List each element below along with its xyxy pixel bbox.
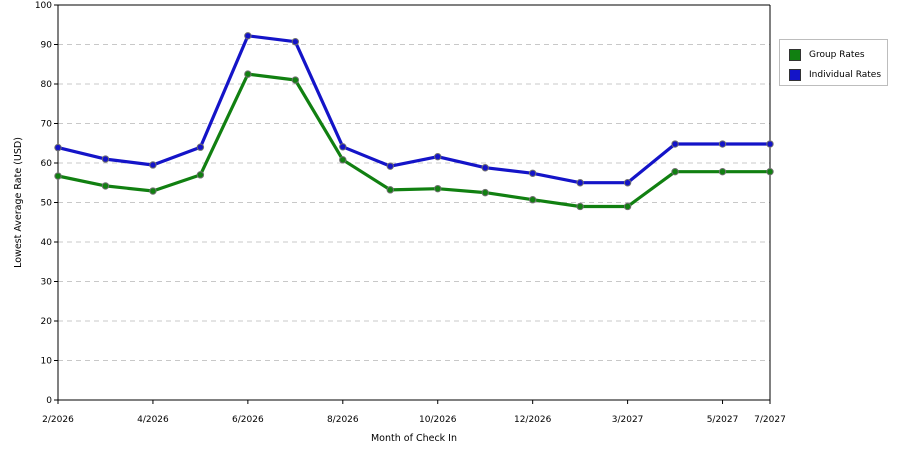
series-0-point-14: [718, 167, 727, 176]
legend-item-group-rates: Group Rates: [789, 48, 865, 62]
series-1-point-15: [766, 140, 774, 148]
series-1-point-11: [576, 179, 584, 187]
series-0-point-2: [149, 187, 157, 195]
y-tick-label-40: 40: [41, 238, 53, 248]
y-tick-label-20: 20: [41, 317, 53, 327]
series-0-point-11: [576, 202, 584, 211]
series-0-point-10: [528, 196, 537, 204]
series-1: [54, 32, 774, 187]
series-1-point-4: [244, 32, 252, 40]
x-tick-label-4: 10/2026: [419, 415, 457, 425]
y-tick-label-50: 50: [41, 199, 53, 209]
series-1-point-1: [101, 155, 110, 163]
y-tick-label-60: 60: [41, 159, 53, 169]
y-axis-title: Lowest Average Rate (USD): [13, 137, 24, 268]
series-1-point-5: [291, 38, 300, 46]
series-0-point-8: [434, 184, 442, 193]
y-tick-label-0: 0: [46, 396, 52, 406]
series-0-point-12: [623, 202, 632, 211]
legend-item-individual-rates: Individual Rates: [789, 68, 881, 82]
x-tick-label-8: 7/2027: [754, 415, 786, 425]
series-1-point-3: [196, 143, 205, 151]
x-axis-title: Month of Check In: [371, 433, 457, 444]
y-tick-label-90: 90: [41, 41, 53, 51]
legend-label-group-rates: Group Rates: [809, 50, 865, 60]
y-tick-label-30: 30: [41, 278, 53, 288]
series-0-point-13: [671, 167, 679, 176]
y-axis-ticks: 0 10 20 30 40 50 60 70 80 90 100: [35, 1, 58, 406]
y-tick-label-100: 100: [35, 1, 52, 11]
x-axis-ticks: 2/2026 4/2026 6/2026 8/2026 10/2026 12/2026 3/…: [42, 400, 786, 425]
series-1-point-0: [54, 143, 62, 152]
series-0-point-1: [101, 182, 110, 190]
series-1-point-8: [434, 152, 442, 161]
series-1-point-9: [481, 164, 489, 172]
y-tick-label-10: 10: [41, 357, 53, 367]
legend: Group Rates Individual Rates: [779, 39, 888, 86]
x-tick-label-3: 8/2026: [327, 415, 359, 425]
legend-swatch-individual-rates: [789, 69, 801, 81]
series-1-point-14: [718, 140, 727, 148]
x-tick-label-5: 12/2026: [514, 415, 552, 425]
series-0-point-4: [244, 70, 252, 78]
series-group: [54, 32, 774, 211]
series-0-point-9: [481, 188, 489, 197]
series-0-point-15: [766, 167, 774, 176]
series-1-point-12: [623, 179, 632, 187]
legend-swatch-group-rates: [789, 49, 801, 61]
series-0-point-6: [339, 156, 347, 164]
series-line-1: [57, 34, 770, 185]
series-0-point-3: [196, 171, 205, 179]
series-1-point-6: [339, 143, 347, 151]
series-0-point-5: [291, 76, 300, 84]
x-tick-label-1: 4/2026: [137, 415, 169, 425]
series-0: [54, 70, 774, 211]
series-line-0: [57, 72, 770, 209]
series-1-point-13: [671, 140, 679, 148]
gridlines: [58, 4, 770, 361]
x-tick-label-2: 6/2026: [232, 415, 264, 425]
y-tick-label-70: 70: [41, 120, 53, 130]
legend-label-individual-rates: Individual Rates: [809, 70, 882, 80]
series-1-point-10: [528, 169, 537, 177]
y-tick-label-80: 80: [41, 80, 53, 90]
series-0-point-7: [386, 186, 394, 194]
x-tick-label-0: 2/2026: [42, 415, 74, 425]
series-1-point-7: [386, 162, 394, 170]
x-tick-label-6: 3/2027: [612, 415, 644, 425]
axes: [57, 4, 771, 401]
series-0-point-0: [54, 172, 62, 180]
series-1-point-2: [149, 161, 157, 169]
x-tick-label-7: 5/2027: [707, 415, 739, 425]
